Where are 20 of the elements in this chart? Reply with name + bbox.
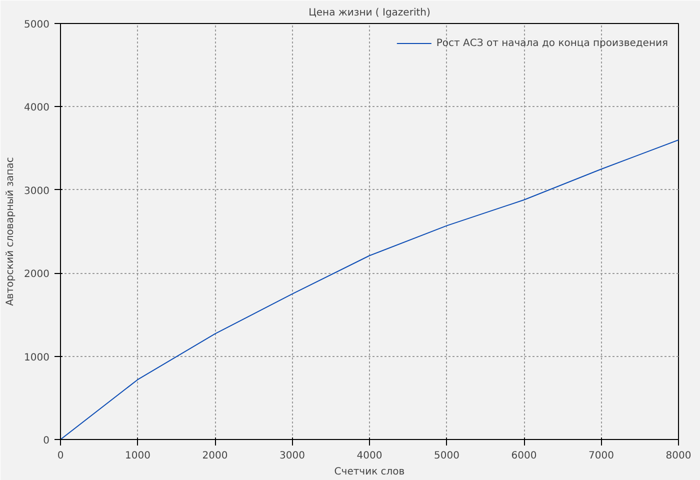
y-tick-label: 4000	[24, 102, 50, 114]
chart-title: Цена жизни ( Igazerith)	[308, 8, 430, 18]
y-tick-label: 5000	[24, 20, 50, 30]
line-series	[60, 139, 678, 440]
x-tick-label: 2000	[202, 450, 228, 462]
legend-label: Рост АСЗ от начала до конца произведения	[436, 38, 668, 48]
x-tick-label: 8000	[666, 450, 692, 462]
x-tick-label: 7000	[588, 450, 614, 462]
y-tick-label: 1000	[24, 352, 50, 364]
y-tick-label: 0	[43, 436, 50, 446]
x-tick-label: 3000	[280, 450, 305, 462]
x-tick-label: 0	[57, 450, 64, 462]
x-tick-label: 5000	[434, 450, 460, 462]
y-axis-title: Авторский словарный запас	[5, 157, 16, 306]
y-tick-label: 3000	[24, 186, 50, 197]
x-tick-label: 4000	[356, 450, 382, 462]
y-tick-label: 2000	[24, 269, 50, 280]
x-axis-title: Счетчик слов	[334, 466, 405, 478]
x-tick-label: 6000	[511, 450, 537, 462]
x-tick-label: 1000	[125, 450, 150, 462]
